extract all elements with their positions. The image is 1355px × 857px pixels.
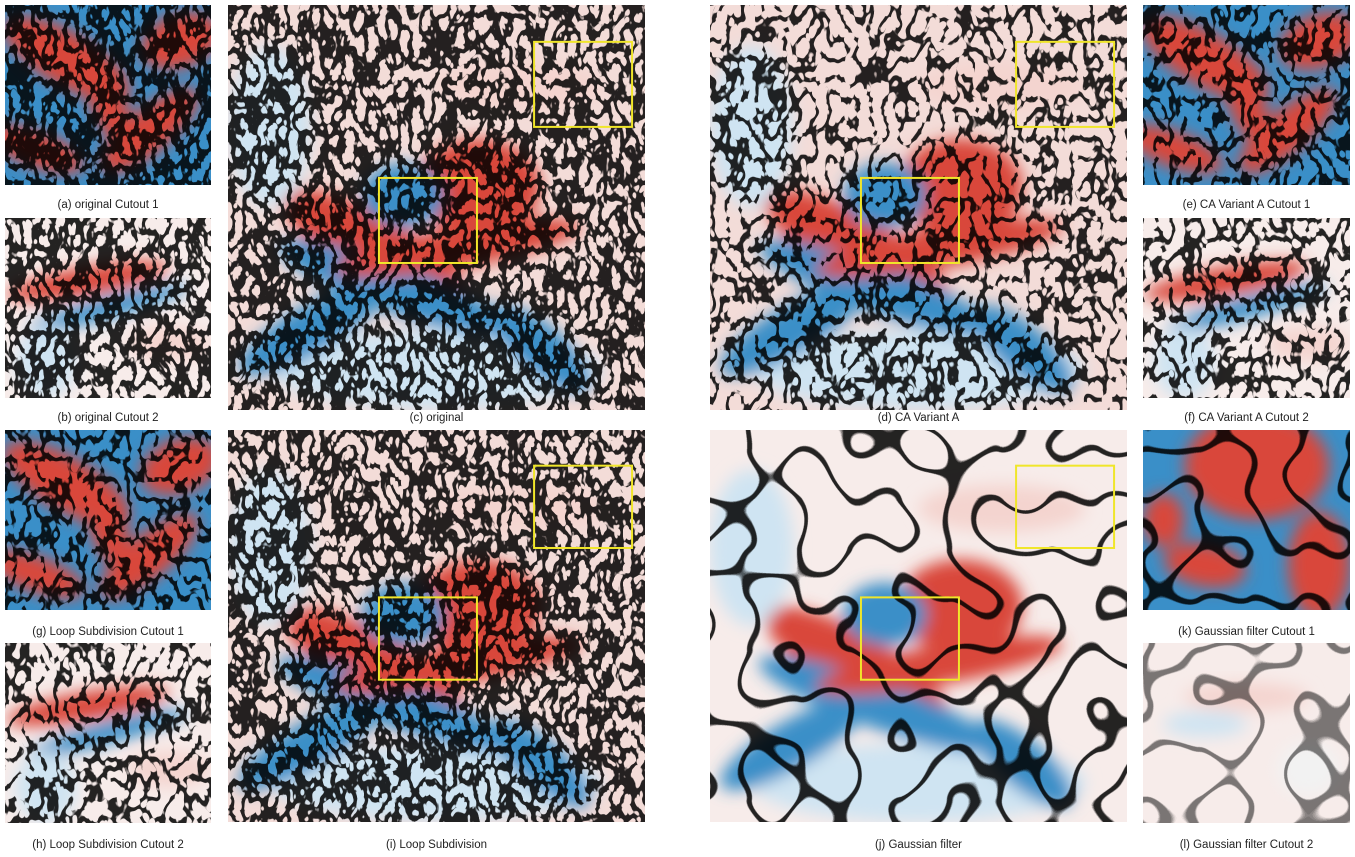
panel-caption: (b) original Cutout 2 (58, 412, 159, 424)
panel-content (1143, 643, 1350, 823)
panel-caption: (d) CA Variant A (878, 412, 960, 424)
image-panel (227, 5, 645, 410)
contour-texture (1143, 430, 1350, 610)
figure: (a) original Cutout 1 (b) original Cutout… (0, 0, 1355, 857)
panel-caption: (f) CA Variant A Cutout 2 (1184, 412, 1308, 424)
panel-content (0, 0, 228, 187)
panel-caption: (i) Loop Subdivision (386, 839, 487, 851)
contour-texture (5, 218, 211, 398)
panel-content (1119, 0, 1355, 187)
panel-caption: (k) Gaussian filter Cutout 1 (1178, 626, 1315, 638)
image-panel (1119, 0, 1355, 187)
panel-caption: (j) Gaussian filter (875, 839, 962, 851)
panel-content (227, 5, 645, 410)
contour-texture (1143, 5, 1350, 185)
contour-texture (710, 5, 1127, 410)
image-panel (4, 643, 211, 823)
panel-caption: (g) Loop Subdivision Cutout 1 (32, 626, 184, 638)
contour-texture (710, 430, 1127, 822)
image-panel (709, 430, 1127, 822)
image-panel (1143, 412, 1350, 619)
contour-texture (5, 430, 211, 610)
panel-content (4, 218, 211, 398)
contour-texture (1143, 643, 1350, 823)
contour-texture (5, 5, 211, 185)
panel-content (4, 643, 211, 823)
panel-content (1143, 412, 1350, 619)
panel-caption: (a) original Cutout 1 (58, 199, 159, 211)
panel-content (1142, 218, 1350, 398)
image-panel (0, 0, 228, 187)
contour-texture (228, 430, 645, 822)
panel-caption: (h) Loop Subdivision Cutout 2 (32, 839, 184, 851)
panel-caption: (c) original (410, 412, 464, 424)
panel-caption: (l) Gaussian filter Cutout 2 (1180, 839, 1314, 851)
image-panel (709, 5, 1127, 410)
contour-texture (1143, 218, 1350, 398)
panel-content (227, 430, 645, 822)
image-panel (1143, 643, 1350, 823)
contour-texture (5, 643, 211, 823)
panel-content (709, 430, 1127, 822)
image-panel (227, 430, 645, 822)
panel-content (709, 5, 1127, 410)
panel-content (0, 425, 228, 613)
panel-caption: (e) CA Variant A Cutout 1 (1183, 199, 1311, 211)
image-panel (1142, 218, 1350, 398)
image-panel (0, 425, 228, 613)
contour-texture (228, 5, 645, 410)
image-panel (4, 218, 211, 398)
